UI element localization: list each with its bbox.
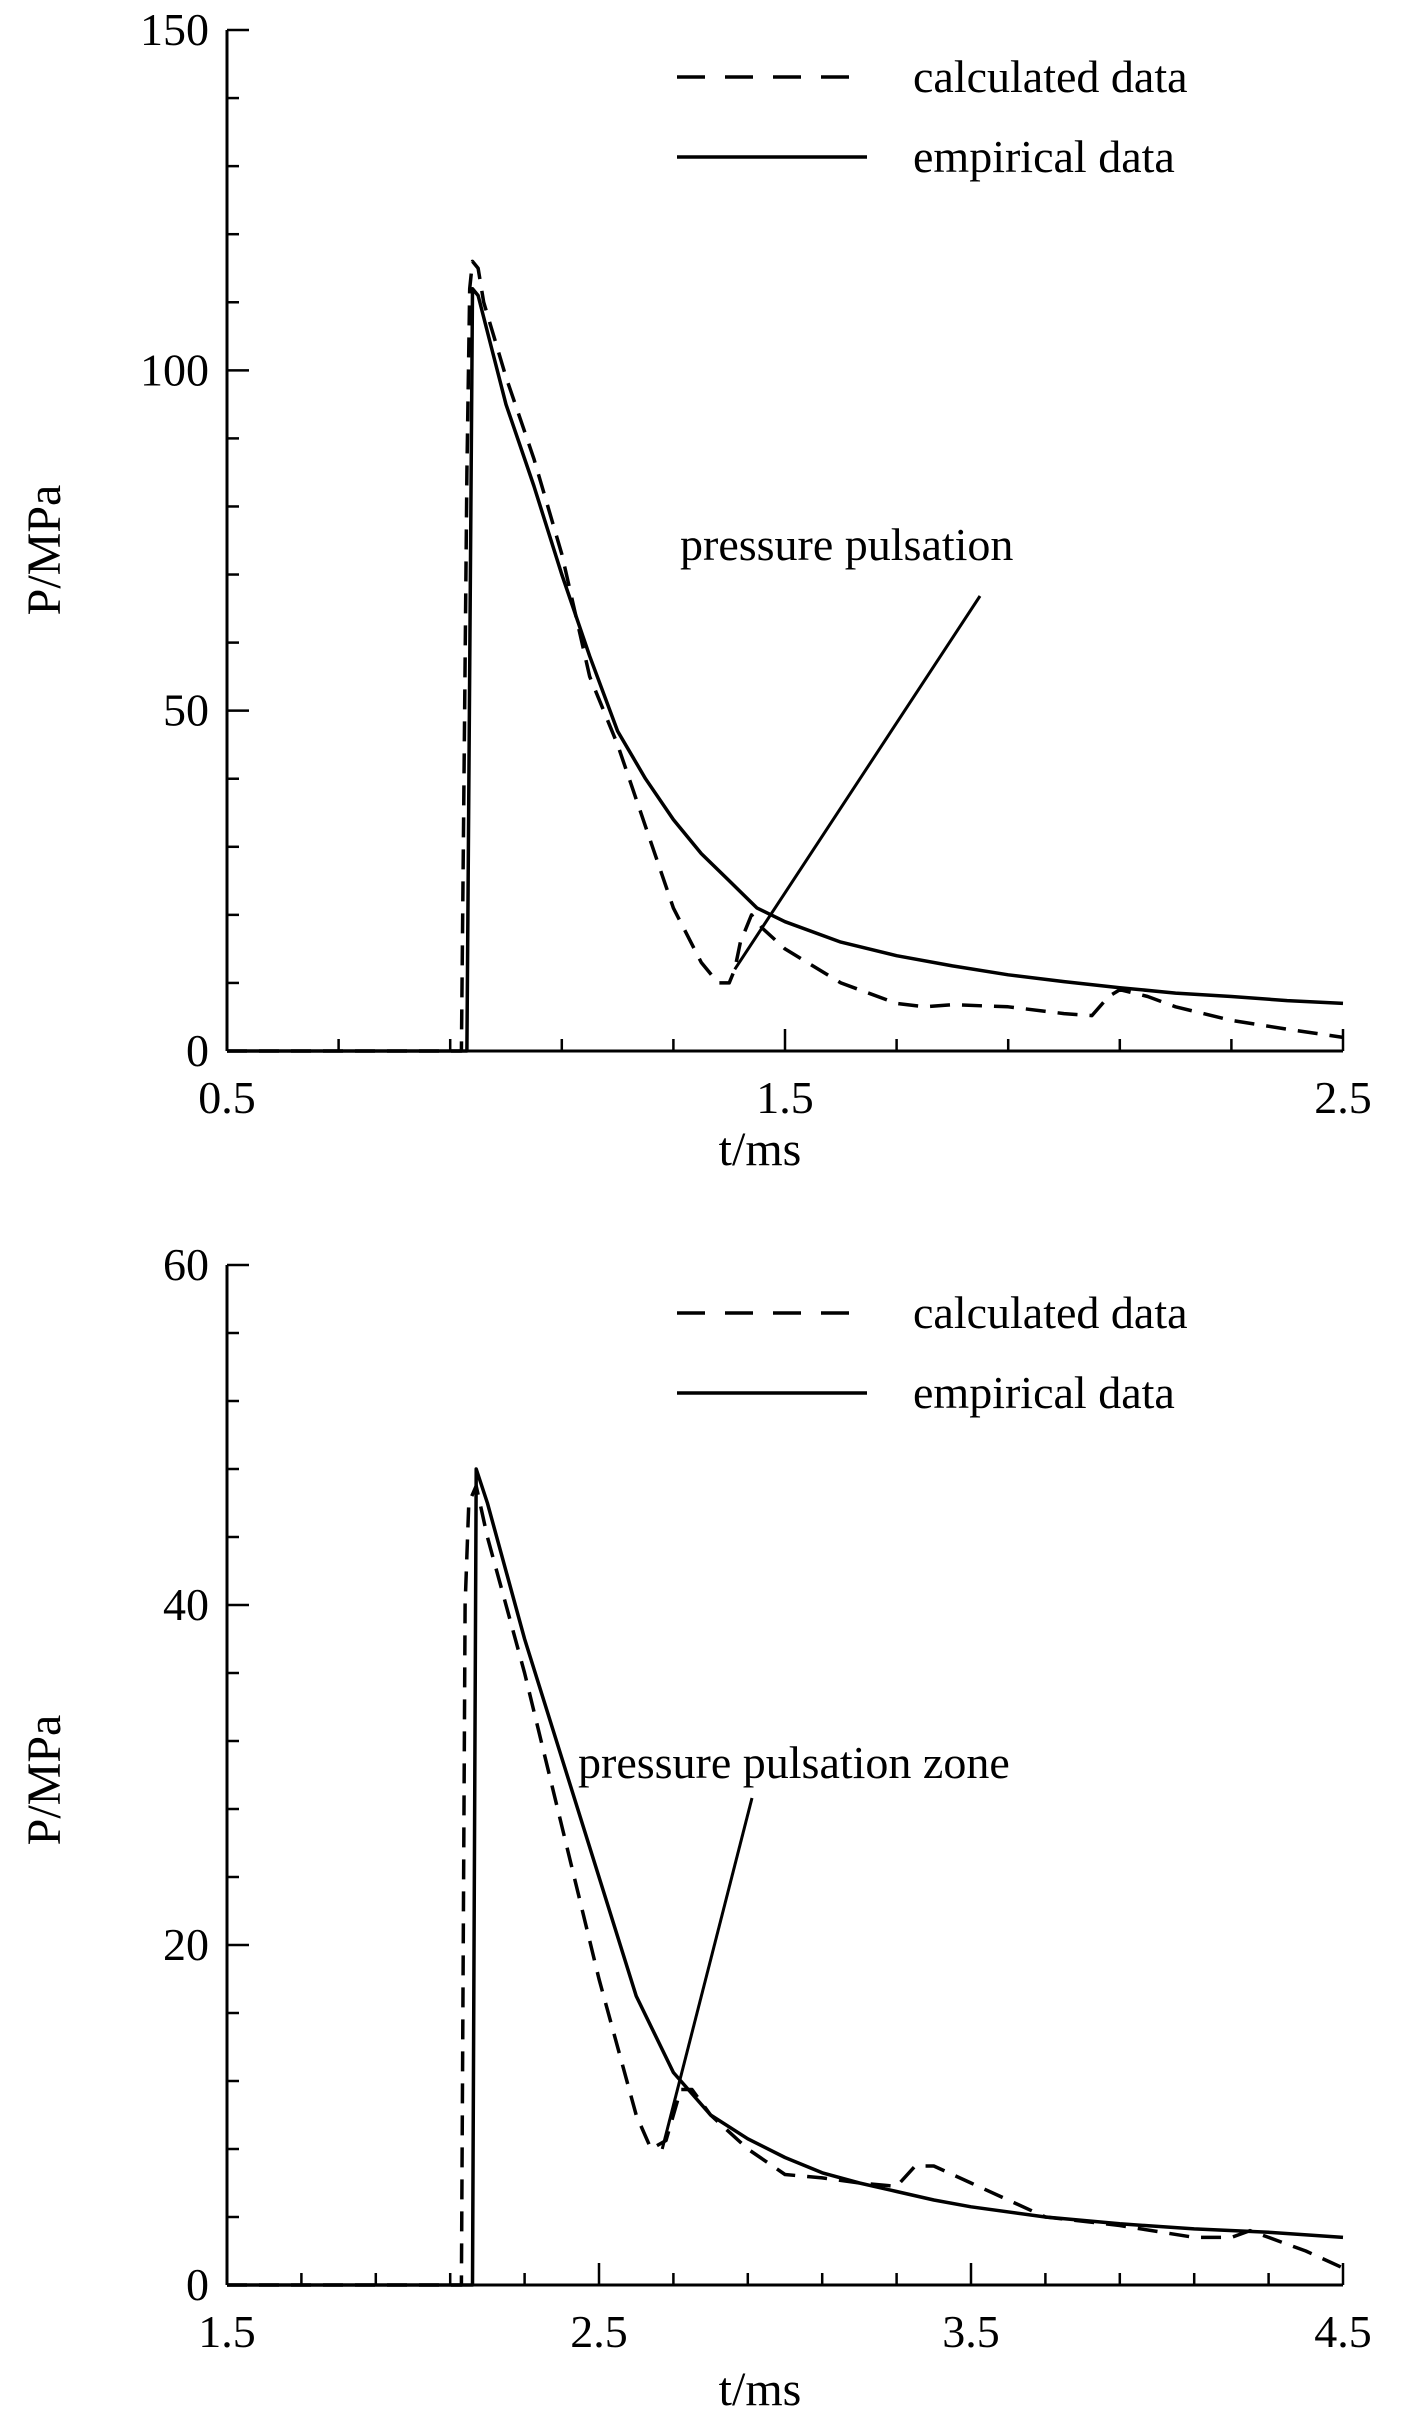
annotation-text: pressure pulsation zone [578, 1737, 1010, 1788]
empirical-data-line [227, 1467, 1344, 2287]
x-tick-label: 1.5 [198, 2306, 256, 2357]
legend-label: calculated data [913, 51, 1188, 102]
calculated-data-line [227, 259, 1344, 1053]
y-tick-label: 150 [140, 4, 209, 55]
chart-panel-1: 0 50 100 150 0.5 1.5 2.5 t/ms P/MPa calculated da… [18, 4, 1372, 1176]
chart-panel-2: 0 20 40 60 1.5 2.5 3.5 4.5 t/ms P/MPa calculated d… [18, 1239, 1372, 2416]
empirical-data-line [227, 286, 1344, 1053]
y-tick-label: 50 [163, 685, 209, 736]
x-tick-label: 4.5 [1314, 2306, 1372, 2357]
annotation-text: pressure pulsation [680, 519, 1013, 570]
legend-label: calculated data [913, 1287, 1188, 1338]
y-axis-label: P/MPa [18, 485, 71, 616]
calculated-data-line [227, 1484, 1344, 2287]
y-tick-label: 20 [163, 1919, 209, 1970]
x-axis-label: t/ms [719, 2363, 802, 2416]
x-tick-label: 1.5 [756, 1072, 814, 1123]
annotation-pointer-line [660, 1797, 754, 2150]
y-tick-label: 0 [186, 1025, 209, 1076]
x-tick-label: 2.5 [1314, 1072, 1372, 1123]
x-tick-label: 0.5 [198, 1072, 256, 1123]
y-tick-label: 40 [163, 1579, 209, 1630]
annotation-pointer-line [733, 595, 982, 971]
legend-label: empirical data [913, 131, 1175, 182]
legend: calculated data empirical data [677, 1287, 1188, 1418]
legend: calculated data empirical data [677, 51, 1188, 182]
y-tick-label: 0 [186, 2259, 209, 2310]
y-tick-label: 60 [163, 1239, 209, 1290]
x-tick-label: 3.5 [942, 2306, 1000, 2357]
y-tick-label: 100 [140, 344, 209, 395]
legend-label: empirical data [913, 1367, 1175, 1418]
y-axis-label: P/MPa [18, 1715, 71, 1846]
x-tick-label: 2.5 [570, 2306, 628, 2357]
x-axis-label: t/ms [719, 1123, 802, 1176]
